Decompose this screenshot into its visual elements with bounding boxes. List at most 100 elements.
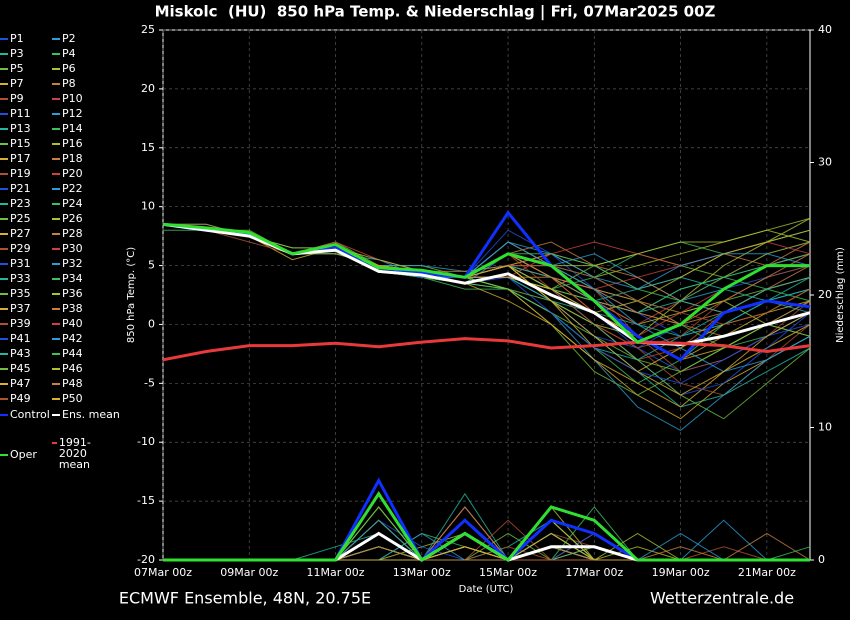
legend-swatch <box>0 353 8 355</box>
legend-label: P19 <box>10 167 31 180</box>
y2-tick-label: 20 <box>818 288 832 301</box>
legend-entry: P41 <box>0 333 31 344</box>
legend-entry: P28 <box>52 228 83 239</box>
legend-label: P42 <box>62 332 83 345</box>
legend-label: P20 <box>62 167 83 180</box>
temp-line <box>162 337 811 362</box>
y2-tick-label: 40 <box>818 23 832 36</box>
legend-swatch <box>52 83 60 85</box>
legend-swatch <box>52 442 57 444</box>
legend-entry: P34 <box>52 273 83 284</box>
legend-entry: P35 <box>0 288 31 299</box>
legend-label: P8 <box>62 77 76 90</box>
legend-entry: P18 <box>52 153 83 164</box>
x-tick-label: 21Mar 00z <box>738 566 796 579</box>
legend-entry: P40 <box>52 318 83 329</box>
legend-label: 1991-2020 mean <box>58 436 91 471</box>
legend-label: P7 <box>10 77 24 90</box>
y-tick-label: -5 <box>144 376 155 389</box>
legend-entry: P23 <box>0 198 31 209</box>
legend-entry: P14 <box>52 123 83 134</box>
legend-label: P21 <box>10 182 31 195</box>
legend-swatch <box>0 414 8 416</box>
legend-entry: P8 <box>52 78 76 89</box>
y-tick-label: 0 <box>148 317 155 330</box>
legend-swatch <box>0 278 8 280</box>
legend-swatch <box>0 263 8 265</box>
legend-entry: P17 <box>0 153 31 164</box>
y-tick-label: 15 <box>141 141 155 154</box>
legend-entry: P46 <box>52 363 83 374</box>
legend-label: P14 <box>62 122 83 135</box>
y-tick-label: -15 <box>137 494 155 507</box>
legend-entry: P29 <box>0 243 31 254</box>
legend-label: P40 <box>62 317 83 330</box>
legend-label: P48 <box>62 377 83 390</box>
legend-label: P33 <box>10 272 31 285</box>
y-tick-label: 10 <box>141 200 155 213</box>
legend-label: P41 <box>10 332 31 345</box>
legend-swatch <box>52 53 60 55</box>
legend-entry: P7 <box>0 78 24 89</box>
legend-swatch <box>52 383 60 385</box>
legend-swatch <box>52 233 60 235</box>
legend-entry: 1991-2020 mean <box>52 437 116 470</box>
legend-label: P23 <box>10 197 31 210</box>
legend-entry: P19 <box>0 168 31 179</box>
legend-swatch <box>0 143 8 145</box>
legend-label: P31 <box>10 257 31 270</box>
y-tick-label: 5 <box>148 259 155 272</box>
legend-label: P5 <box>10 62 24 75</box>
y-tick-label: -10 <box>137 435 155 448</box>
legend-swatch <box>0 218 8 220</box>
legend-label: P1 <box>10 32 24 45</box>
legend-entry: P1 <box>0 33 24 44</box>
legend-entry: P20 <box>52 168 83 179</box>
legend-swatch <box>52 278 60 280</box>
legend-label: P37 <box>10 302 31 315</box>
x-tick-label: 07Mar 00z <box>134 566 192 579</box>
legend-label: P3 <box>10 47 24 60</box>
footer-left: ECMWF Ensemble, 48N, 20.75E <box>119 589 371 608</box>
x-tick-label: 13Mar 00z <box>393 566 451 579</box>
legend-label: P6 <box>62 62 76 75</box>
legend-label: P27 <box>10 227 31 240</box>
legend-swatch <box>0 38 8 40</box>
legend-swatch <box>52 293 60 295</box>
legend-label: P25 <box>10 212 31 225</box>
legend-label: P11 <box>10 107 31 120</box>
legend-label: P2 <box>62 32 76 45</box>
legend-swatch <box>0 203 8 205</box>
legend-entry: P36 <box>52 288 83 299</box>
legend-label: P9 <box>10 92 24 105</box>
legend-entry: P42 <box>52 333 83 344</box>
legend-swatch <box>0 323 8 325</box>
legend-swatch <box>0 68 8 70</box>
x-tick-label: 15Mar 00z <box>479 566 537 579</box>
legend-entry: P5 <box>0 63 24 74</box>
legend-label: P49 <box>10 392 31 405</box>
legend-label: P10 <box>62 92 83 105</box>
legend-swatch <box>0 173 8 175</box>
legend-label: P26 <box>62 212 83 225</box>
legend-swatch <box>52 218 60 220</box>
legend-label: Ens. mean <box>62 408 120 421</box>
legend-label: P50 <box>62 392 83 405</box>
legend-swatch <box>52 323 60 325</box>
legend-swatch <box>0 98 8 100</box>
legend-swatch <box>0 308 8 310</box>
legend-label: P15 <box>10 137 31 150</box>
legend-swatch <box>0 454 8 456</box>
legend-swatch <box>0 188 8 190</box>
y-axis-label: 850 hPa Temp. (°C) <box>126 247 137 343</box>
y-tick-label: -20 <box>137 553 155 566</box>
legend-entry: P21 <box>0 183 31 194</box>
y-tick-label: 20 <box>141 82 155 95</box>
y2-tick-label: 0 <box>818 553 825 566</box>
legend-label: P39 <box>10 317 31 330</box>
y-tick-label: 25 <box>141 23 155 36</box>
legend-entry: Ens. mean <box>52 409 120 420</box>
legend-entry: P50 <box>52 393 83 404</box>
legend-swatch <box>52 98 60 100</box>
